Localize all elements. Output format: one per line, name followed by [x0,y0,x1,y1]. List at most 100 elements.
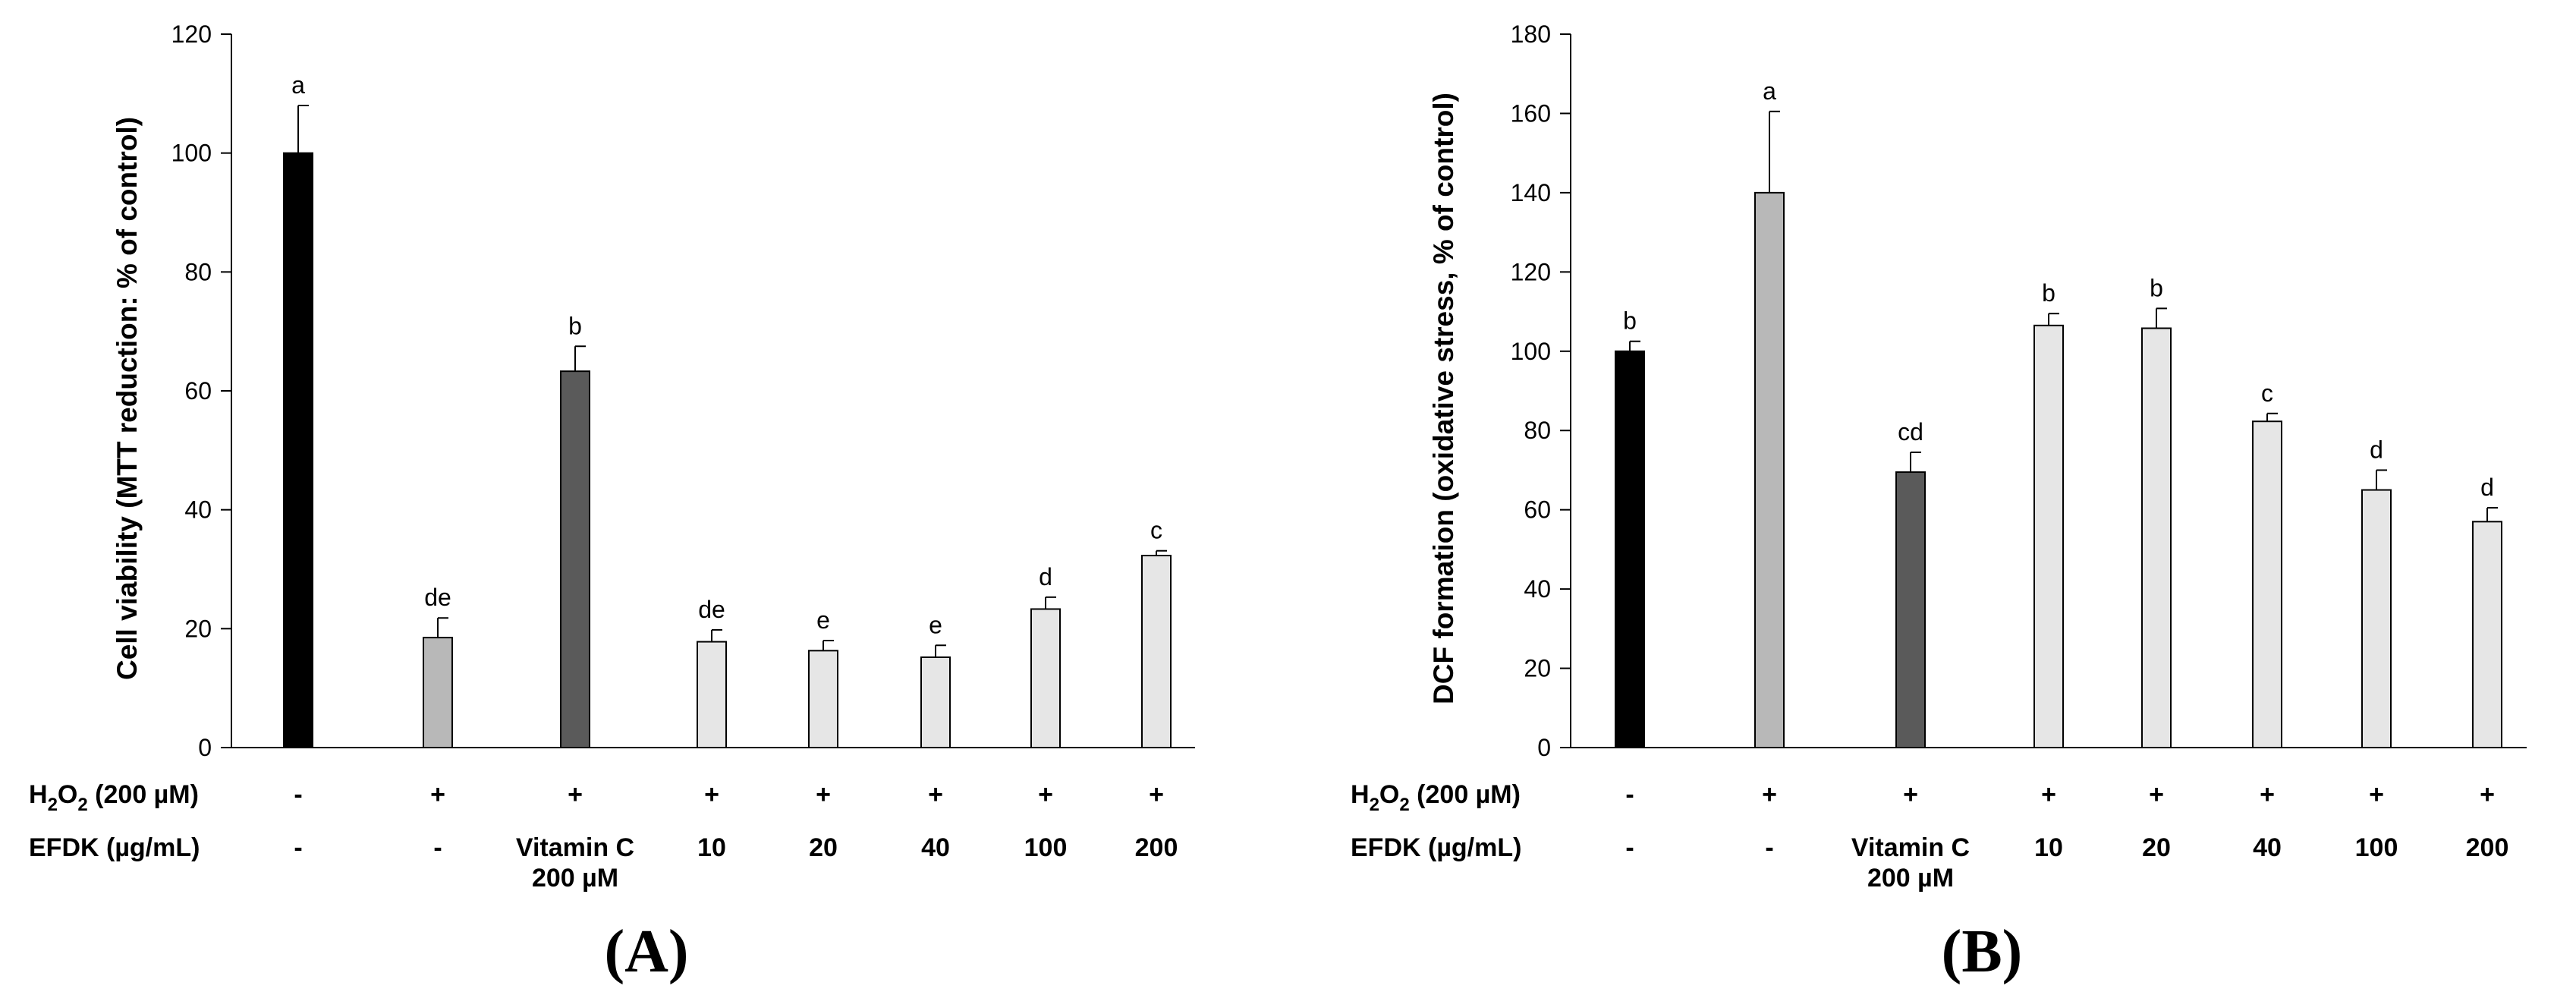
panel-label-b: (B) [1942,918,2023,985]
y-axis-label: DCF formation (oxidative stress, % of co… [1428,93,1459,704]
axes: 0 20 40 60 80 100 120 [171,20,1195,761]
y-tick-label: 120 [1511,258,1551,285]
h2o2-value: + [430,780,445,809]
efdk-value: 40 [2253,833,2282,862]
efdk-value: 100 [1024,833,1068,862]
y-tick-label: 180 [1511,20,1551,48]
bar [2141,327,2172,748]
efdk-value: Vitamin C [516,833,634,862]
efdk-value: 200 [1135,833,1178,862]
chart-panel-b: DCF formation (oxidative stress, % of co… [1351,20,2527,985]
bar [2472,521,2502,748]
bar [2252,420,2282,748]
efdk-value-line2: 200 µM [532,864,618,893]
significance-letter: d [2480,474,2494,501]
significance-letter: e [816,606,830,634]
h2o2-value: + [2369,780,2384,809]
h2o2-value: + [1903,780,1918,809]
y-tick-label: 40 [184,496,212,524]
y-tick-label: 0 [198,734,212,761]
bar [560,370,590,748]
bar [2033,324,2064,749]
significance-letter: de [424,584,451,611]
efdk-value: - [1625,833,1634,862]
efdk-value: Vitamin C [1851,833,1970,862]
y-tick-label: 80 [1524,417,1551,444]
axes: 0 20 40 60 80 100 120 140 160 180 [1511,20,2527,761]
h2o2-value: + [1149,780,1164,809]
bar [2361,489,2392,748]
efdk-label: EFDK (µg/mL) [1351,833,1521,862]
y-tick-label: 140 [1511,179,1551,206]
significance-letter: d [1039,563,1052,590]
significance-letter: c [1150,517,1162,544]
efdk-value: - [1765,833,1773,862]
bar [1141,554,1172,748]
h2o2-value: + [2260,780,2275,809]
chart-panel-a: Cell viability (MTT reduction: % of cont… [29,20,1195,985]
panel-label-a: (A) [604,918,688,985]
h2o2-label: H2O2 (200 µM) [29,780,199,815]
y-tick-label: 160 [1511,99,1551,127]
efdk-value: 10 [697,833,726,862]
y-tick-label: 120 [171,20,212,48]
bar [1030,608,1061,748]
y-tick-label: 60 [1524,496,1551,524]
h2o2-value: + [704,780,719,809]
significance-letter: a [1763,77,1776,105]
h2o2-value: - [294,780,302,809]
bar [697,641,727,748]
h2o2-value: + [2149,780,2164,809]
significance-letter: d [2370,436,2383,463]
y-tick-label: 20 [184,615,212,642]
significance-letter: de [698,596,725,623]
y-tick-label: 40 [1524,575,1551,603]
y-tick-label: 0 [1537,734,1551,761]
significance-letter: b [1623,307,1637,335]
y-tick-label: 100 [1511,338,1551,365]
y-tick-label: 60 [184,377,212,405]
significance-letter: e [929,611,942,638]
h2o2-value: + [928,780,943,809]
efdk-value: 20 [2142,833,2171,862]
significance-letter: c [2261,379,2273,407]
bar [1895,471,1926,748]
bars: a de b de e e d c [283,71,1172,749]
bar [920,656,951,749]
significance-letter: b [2042,279,2055,307]
efdk-label: EFDK (µg/mL) [29,833,200,862]
efdk-value: 100 [2355,833,2398,862]
bar [423,637,453,748]
efdk-value-line2: 200 µM [1867,864,1954,893]
efdk-value: - [433,833,442,862]
bar [1615,350,1645,748]
bar [283,152,313,748]
h2o2-value: + [568,780,583,809]
efdk-value: 40 [921,833,950,862]
y-tick-label: 80 [184,258,212,285]
y-axis-label: Cell viability (MTT reduction: % of cont… [112,117,143,680]
h2o2-label: H2O2 (200 µM) [1351,780,1521,815]
h2o2-value: + [2041,780,2056,809]
h2o2-value: + [1038,780,1053,809]
h2o2-value: + [816,780,831,809]
significance-letter: a [291,71,305,99]
h2o2-value: + [2480,780,2495,809]
efdk-value: 200 [2466,833,2509,862]
efdk-value: 10 [2034,833,2063,862]
significance-letter: b [2150,274,2163,301]
efdk-value: - [294,833,302,862]
y-tick-label: 100 [171,140,212,167]
significance-letter: b [568,312,582,339]
bar [1754,191,1785,748]
y-tick-label: 20 [1524,655,1551,682]
h2o2-value: + [1762,780,1777,809]
efdk-value: 20 [809,833,838,862]
h2o2-value: - [1625,780,1634,809]
bar [808,650,838,748]
significance-letter: cd [1898,418,1923,446]
